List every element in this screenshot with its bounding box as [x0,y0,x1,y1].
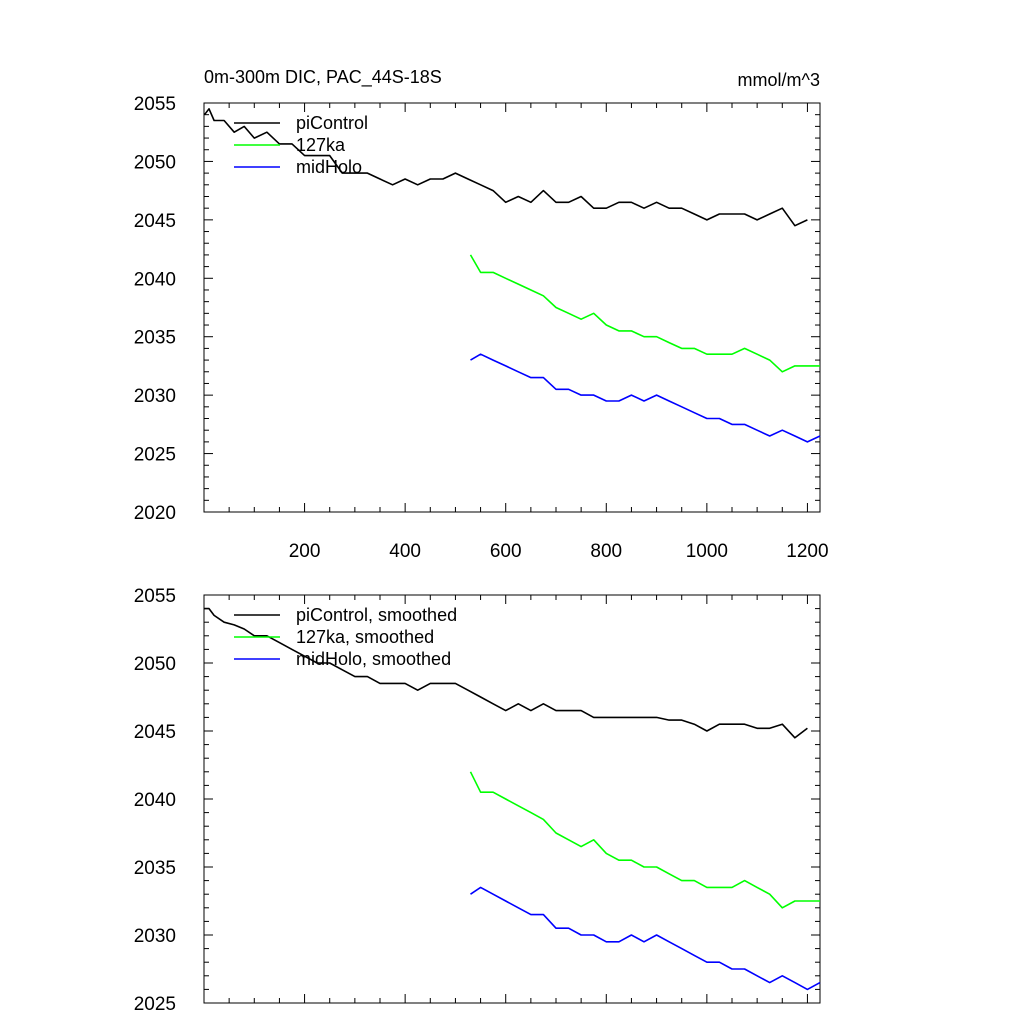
y-tick-label: 2045 [134,211,176,232]
y-tick-label: 2055 [134,94,176,115]
y-tick-label: 2040 [134,790,176,811]
panel-title: 0m-300m DIC, PAC_44S-18S [204,67,442,88]
legend-label: piControl [296,113,368,133]
x-tick-label: 800 [590,541,622,562]
y-tick-label: 2035 [134,328,176,349]
y-tick-label: 2025 [134,445,176,466]
series-line-2 [470,353,821,443]
series-line-1 [469,254,820,373]
unit-label: mmol/m^3 [738,70,820,90]
legend-label: piControl, smoothed [296,605,457,625]
series-line-1 [469,771,820,909]
series-line-0 [204,607,808,739]
x-tick-label: 600 [490,541,522,562]
x-tick-label: 400 [389,541,421,562]
x-tick-label: 200 [289,541,321,562]
y-tick-label: 2045 [134,722,176,743]
series-line-0 [203,108,808,227]
top-panel: 0m-300m DIC, PAC_44S-18S mmol/m^3 200 400… [134,67,829,562]
legend-label: 127ka [296,135,346,155]
y-tick-label: 2030 [134,926,176,947]
x-tick-label: 1000 [686,541,728,562]
y-tick-label: 2055 [134,586,176,607]
y-tick-label: 2035 [134,858,176,879]
legend-label: midHolo, smoothed [296,649,451,669]
y-tick-label: 2040 [134,269,176,290]
y-tick-label: 2020 [134,503,176,524]
x-tick-label: 1200 [786,541,828,562]
legend-label: 127ka, smoothed [296,627,434,647]
plot-frame [203,102,821,513]
y-tick-label: 2050 [134,654,176,675]
bottom-panel: 2025 2030 2035 2040 2045 2050 2055 piControl, s… [134,586,821,1015]
y-tick-label: 2050 [134,152,176,173]
y-tick-label: 2030 [134,386,176,407]
y-tick-label: 2025 [134,994,176,1015]
legend-label: midHolo [296,157,362,177]
series-line-2 [470,886,821,991]
